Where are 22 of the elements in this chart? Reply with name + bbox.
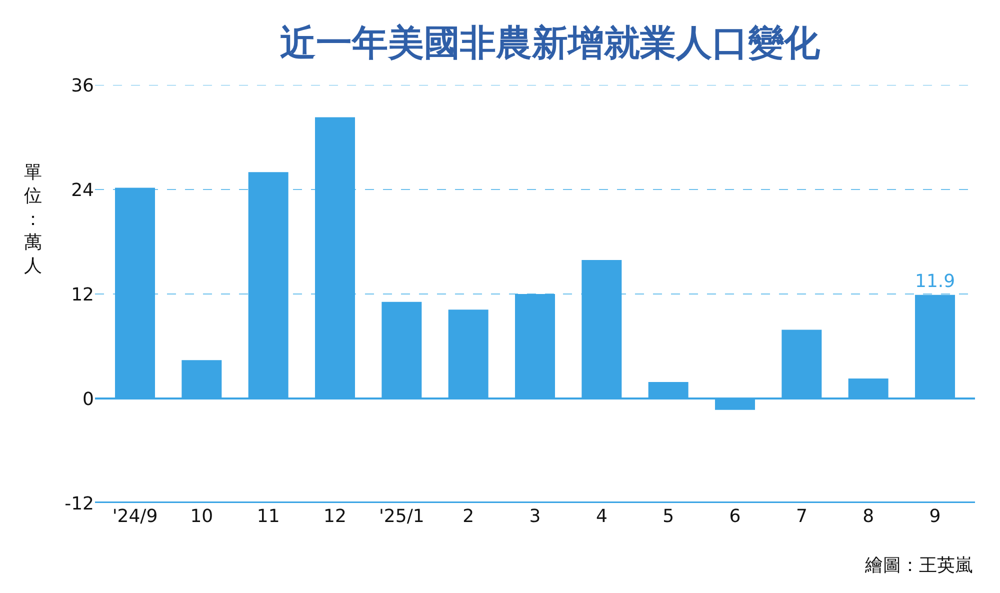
x-tick-label: '25/1: [378, 506, 424, 527]
x-tick-label: 12: [324, 506, 346, 527]
chart-title: 近一年美國非農新增就業人口變化: [280, 22, 821, 64]
y-axis-title: 單位：萬人: [24, 162, 42, 277]
x-tick-label: 11: [256, 506, 280, 527]
x-tick-label: 2: [462, 506, 474, 527]
y-tick-label: 0: [82, 388, 94, 410]
x-tick-label: 8: [862, 506, 874, 527]
data-label: 11.9: [915, 270, 955, 292]
x-tick-label: 6: [729, 506, 741, 527]
x-tick-label: 7: [796, 506, 808, 527]
x-tick-label: 4: [596, 506, 608, 527]
x-tick-label: 9: [929, 506, 941, 527]
y-tick-label: 24: [71, 180, 94, 201]
y-tick-label: -12: [64, 493, 94, 514]
x-tick-label: 5: [662, 506, 674, 527]
y-tick-label: 12: [71, 284, 94, 306]
x-tick-label: '24/9: [112, 506, 158, 527]
y-tick-label: 36: [71, 75, 94, 96]
x-tick-label: 3: [529, 506, 541, 527]
x-tick-label: 10: [190, 506, 214, 527]
text: 繪圖：王英嵐: [864, 555, 973, 576]
